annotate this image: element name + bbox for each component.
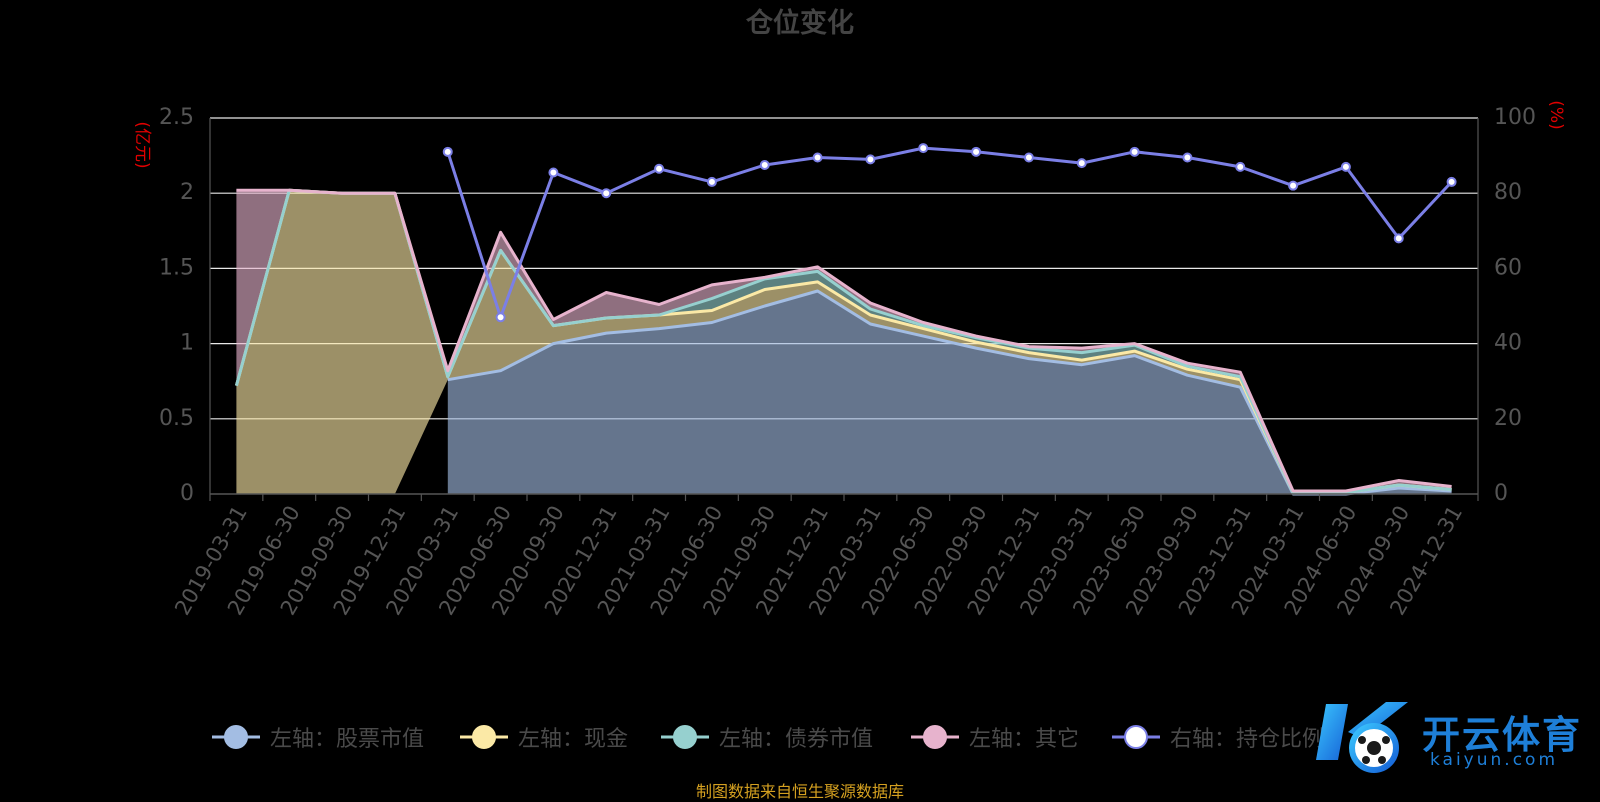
point-右轴：持仓比例[interactable] [601, 188, 612, 199]
point-右轴：持仓比例[interactable] [1340, 161, 1351, 172]
point-右轴：持仓比例[interactable] [706, 176, 717, 187]
watermark-brand: 开云体育 [1422, 713, 1583, 757]
legend-marker-icon [460, 725, 508, 749]
point-右轴：持仓比例[interactable] [654, 163, 665, 174]
legend-item[interactable]: 左轴：其它 [909, 712, 1079, 762]
left-tick-label: 1 [180, 331, 194, 356]
legend-item[interactable]: 右轴：持仓比例 [1110, 712, 1324, 762]
legend: 左轴：股票市值 左轴：现金 左轴：债券市值 左轴：其它 右轴：持仓比例 [0, 712, 1600, 762]
source-note: 制图数据来自恒生聚源数据库 [695, 782, 904, 801]
left-tick-label: 0 [180, 481, 194, 506]
point-layer [442, 143, 1457, 323]
point-右轴：持仓比例[interactable] [812, 152, 823, 163]
watermark-domain: kaiyun.com [1430, 750, 1559, 770]
right-tick-label: 40 [1494, 331, 1522, 356]
watermark-logo-icon [1316, 702, 1408, 773]
legend-label: 左轴：其它 [969, 727, 1080, 752]
legend-marker-icon [661, 725, 709, 749]
right-axis-name: (%) [1546, 100, 1566, 129]
left-tick-label: 1.5 [159, 255, 194, 280]
legend-item[interactable]: 左轴：债券市值 [659, 712, 873, 762]
point-右轴：持仓比例[interactable] [971, 146, 982, 157]
area-左轴：股票市值 [447, 291, 1452, 494]
left-tick-label: 2.5 [159, 105, 194, 130]
area-左轴：现金 [236, 190, 1452, 494]
right-tick-label: 80 [1494, 180, 1522, 205]
legend-label: 左轴：股票市值 [270, 727, 425, 752]
legend-label: 右轴：持仓比例 [1170, 727, 1325, 752]
legend-marker-icon [1112, 725, 1160, 749]
point-右轴：持仓比例[interactable] [1076, 158, 1087, 169]
point-右轴：持仓比例[interactable] [918, 143, 929, 154]
point-右轴：持仓比例[interactable] [865, 154, 876, 165]
point-右轴：持仓比例[interactable] [1288, 180, 1299, 191]
legend-marker-icon [911, 725, 959, 749]
left-tick-label: 2 [180, 180, 194, 205]
left-tick-label: 0.5 [159, 406, 194, 431]
watermark: 开云体育 kaiyun.com [1312, 698, 1592, 778]
right-tick-label: 20 [1494, 406, 1522, 431]
line-左轴：其它 [236, 188, 1452, 493]
legend-marker-icon [212, 725, 260, 749]
point-右轴：持仓比例[interactable] [548, 167, 559, 178]
point-右轴：持仓比例[interactable] [1446, 176, 1457, 187]
legend-item[interactable]: 左轴：股票市值 [210, 712, 424, 762]
point-右轴：持仓比例[interactable] [1393, 233, 1404, 244]
right-tick-label: 60 [1494, 255, 1522, 280]
line-右轴：持仓比例 [446, 146, 1453, 319]
left-axis-name: (亿元) [132, 121, 152, 168]
legend-item[interactable]: 左轴：现金 [458, 712, 628, 762]
chart-title: 仓位变化 [745, 7, 854, 39]
point-右轴：持仓比例[interactable] [1023, 152, 1034, 163]
point-右轴：持仓比例[interactable] [1182, 152, 1193, 163]
legend-label: 左轴：债券市值 [719, 727, 874, 752]
right-tick-label: 0 [1494, 481, 1508, 506]
point-右轴：持仓比例[interactable] [495, 312, 506, 323]
point-右轴：持仓比例[interactable] [1235, 161, 1246, 172]
point-右轴：持仓比例[interactable] [759, 160, 770, 170]
point-右轴：持仓比例[interactable] [1129, 146, 1140, 157]
point-右轴：持仓比例[interactable] [442, 146, 453, 157]
right-tick-label: 100 [1494, 105, 1536, 130]
area-layer [236, 190, 1452, 494]
line-layer [234, 188, 1452, 496]
legend-label: 左轴：现金 [518, 727, 629, 752]
